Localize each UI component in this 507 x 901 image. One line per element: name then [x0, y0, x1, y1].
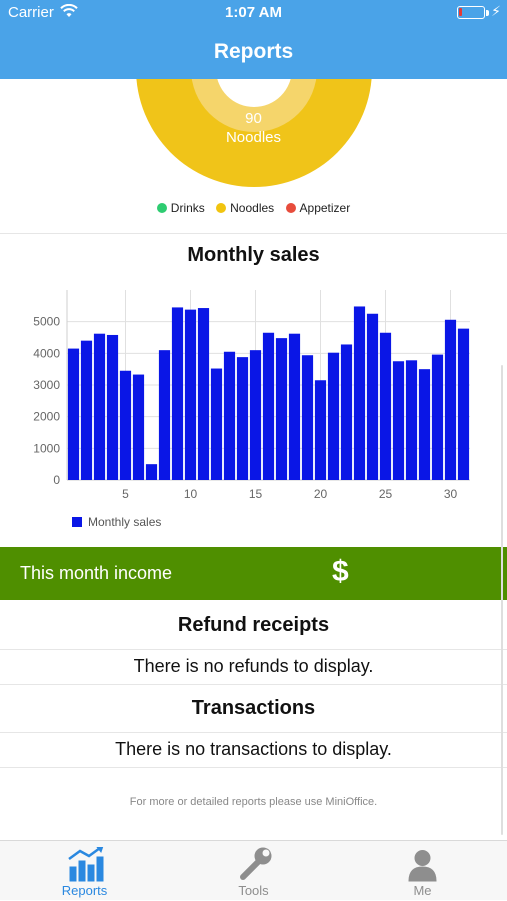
bar-day-18 — [288, 333, 301, 480]
divider — [0, 649, 507, 650]
nav-bar: Reports — [0, 26, 507, 79]
battery-tip — [486, 10, 489, 16]
divider — [0, 732, 507, 733]
bar-day-27 — [405, 360, 418, 480]
x-tick-label: 25 — [379, 487, 393, 501]
tab-bar: Reports Tools Me — [0, 840, 507, 900]
bar-day-5 — [119, 370, 132, 480]
bar-day-15 — [249, 350, 262, 480]
pie-value-label: 90 — [245, 110, 262, 127]
transactions-title: Transactions — [191, 697, 316, 719]
bar-day-8 — [158, 350, 171, 480]
wifi-icon — [60, 3, 78, 22]
legend-item-appetizer: Appetizer — [285, 201, 351, 215]
legend-swatch — [285, 203, 296, 213]
bar-day-16 — [262, 332, 275, 480]
legend-label: Appetizer — [299, 201, 351, 215]
chart-legend-label: Monthly sales — [88, 515, 162, 529]
chart-legend: Monthly sales — [72, 515, 161, 529]
chart-icon — [0, 845, 169, 883]
bar-day-26 — [392, 361, 405, 480]
legend-swatch — [156, 203, 167, 213]
scrollbar[interactable] — [501, 365, 503, 835]
legend-item-drinks: Drinks — [156, 201, 205, 215]
x-tick-label: 10 — [184, 487, 198, 501]
bar-day-29 — [431, 354, 444, 480]
pie-chart: 90 Noodles — [0, 79, 507, 199]
bar-day-23 — [353, 306, 366, 480]
bar-day-6 — [132, 374, 145, 480]
bar-day-1 — [67, 348, 80, 480]
bar-day-12 — [210, 368, 223, 480]
page-title: Reports — [213, 40, 294, 63]
bar-day-13 — [223, 351, 236, 480]
income-banner[interactable]: This month income $ — [0, 547, 507, 600]
monthly-sales-chart: 0 1000 2000 3000 4000 5000 5 10 15 20 25 30 — [33, 290, 470, 501]
bar-day-4 — [106, 334, 119, 480]
status-bar: Carrier 1:07 AM ⚡ — [0, 0, 507, 26]
x-tick-label: 15 — [249, 487, 263, 501]
y-tick-label: 0 — [53, 473, 60, 487]
y-tick-label: 4000 — [33, 346, 60, 360]
pie-legend: Drinks Noodles Appetizer — [0, 201, 507, 215]
legend-swatch — [216, 203, 227, 213]
chart-legend-swatch — [72, 517, 82, 527]
tab-reports[interactable]: Reports — [0, 841, 169, 901]
y-tick-label: 3000 — [33, 378, 60, 392]
bar-day-24 — [366, 313, 379, 480]
pie-hole — [217, 79, 291, 107]
x-tick-label: 30 — [444, 487, 458, 501]
x-tick-label: 5 — [122, 487, 129, 501]
legend-label: Drinks — [170, 201, 205, 215]
divider — [0, 684, 507, 685]
bar-day-28 — [418, 369, 431, 480]
clock: 1:07 AM — [225, 4, 282, 21]
bar-day-2 — [80, 340, 93, 480]
tab-me[interactable]: Me — [338, 841, 507, 901]
person-icon — [338, 847, 507, 883]
bar-day-31 — [457, 328, 470, 480]
bar-day-25 — [379, 332, 392, 480]
income-label: This month income — [20, 563, 173, 583]
donut-svg — [136, 79, 372, 187]
refund-title: Refund receipts — [177, 614, 330, 636]
battery-icon — [457, 6, 485, 19]
tab-tools[interactable]: Tools — [169, 841, 338, 901]
divider — [0, 767, 507, 768]
tab-label: Reports — [61, 883, 108, 898]
tab-label: Tools — [238, 883, 269, 898]
carrier-label: Carrier — [8, 4, 54, 21]
bar-day-20 — [314, 380, 327, 480]
dollar-icon: $ — [332, 555, 349, 588]
refund-empty-message: There is no refunds to display. — [133, 656, 374, 676]
legend-label: Noodles — [230, 201, 275, 215]
y-tick-label: 2000 — [33, 410, 60, 424]
bar-day-30 — [444, 319, 457, 480]
footer-note: For more or detailed reports please use … — [129, 796, 378, 808]
bar-day-22 — [340, 344, 353, 480]
chart-title: Monthly sales — [187, 244, 320, 266]
bar-day-14 — [236, 357, 249, 480]
bar-day-3 — [93, 333, 106, 480]
pie-slice-noodles — [136, 79, 372, 187]
legend-item-noodles: Noodles — [216, 201, 274, 215]
y-tick-label: 1000 — [33, 441, 60, 455]
charging-icon: ⚡ — [491, 3, 501, 19]
transactions-empty-message: There is no transactions to display. — [115, 739, 392, 759]
pie-slice-label: Noodles — [225, 129, 282, 146]
bar-day-7 — [145, 464, 158, 480]
x-tick-label: 20 — [314, 487, 328, 501]
tab-label: Me — [413, 883, 432, 898]
y-tick-label: 5000 — [33, 315, 60, 329]
bar-day-21 — [327, 352, 340, 480]
bar-day-17 — [275, 338, 288, 480]
bar-day-10 — [184, 309, 197, 480]
bar-day-19 — [301, 355, 314, 480]
divider — [0, 233, 507, 234]
wrench-icon — [169, 847, 338, 883]
bar-day-9 — [171, 307, 184, 480]
bar-day-11 — [197, 308, 210, 480]
